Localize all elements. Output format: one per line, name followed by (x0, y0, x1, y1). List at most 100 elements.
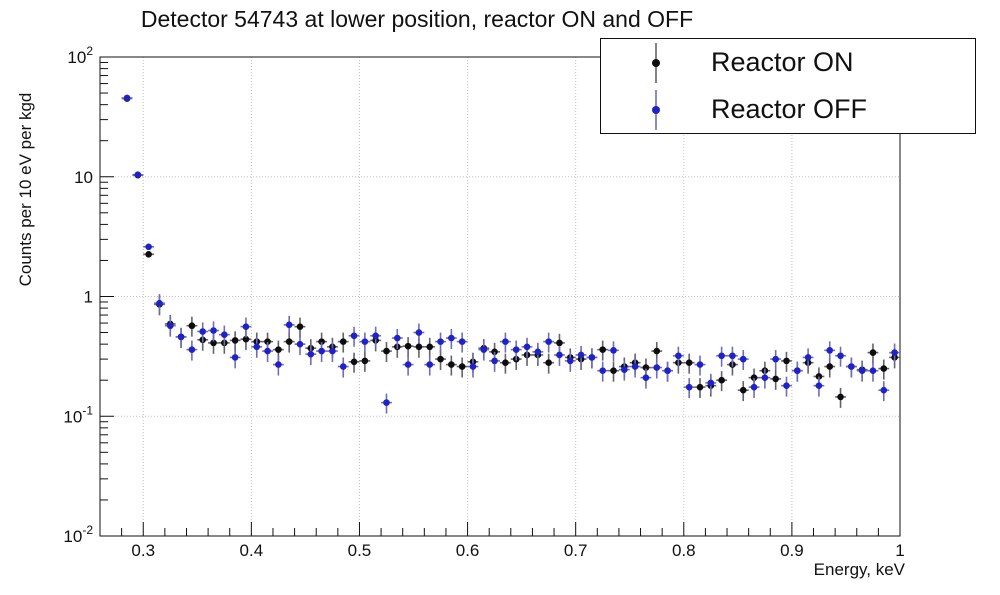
legend-label: Reactor ON (711, 47, 854, 77)
data-point-reactor-off (880, 386, 888, 394)
data-point-reactor-off (761, 374, 769, 381)
data-point-reactor-off (729, 352, 736, 360)
data-point-reactor-off (372, 332, 379, 340)
data-point-reactor-on (339, 338, 347, 345)
data-point-reactor-off (556, 351, 563, 359)
data-point-reactor-on (383, 347, 390, 355)
x-tick-label: 0.6 (456, 541, 480, 560)
data-point-reactor-on (869, 349, 877, 356)
data-point-reactor-on (718, 376, 725, 384)
data-point-reactor-off (210, 327, 217, 334)
data-point-reactor-on (210, 339, 217, 347)
data-point-reactor-off (231, 354, 239, 361)
data-point-reactor-off (361, 338, 369, 345)
legend: Reactor ON Reactor OFF (600, 38, 976, 134)
data-point-reactor-off (631, 363, 639, 370)
data-point-reactor-on (696, 383, 704, 391)
data-point-reactor-off (242, 323, 250, 330)
data-point-reactor-on (837, 393, 844, 401)
data-point-reactor-on (502, 359, 509, 367)
data-point-reactor-off (469, 363, 477, 370)
data-point-reactor-off (750, 383, 758, 391)
data-point-reactor-off (858, 367, 866, 375)
data-point-reactor-off (653, 364, 661, 371)
data-point-reactor-off (404, 361, 412, 368)
y-tick-label: 10-2 (63, 523, 93, 546)
data-point-reactor-on (275, 346, 282, 353)
x-tick-label: 0.8 (672, 541, 696, 560)
data-point-reactor-off (188, 346, 196, 353)
data-point-reactor-off (577, 351, 585, 359)
data-point-reactor-on (599, 346, 607, 353)
data-point-reactor-on (231, 337, 239, 344)
y-tick-label: 10 (74, 168, 93, 187)
data-point-reactor-off (523, 343, 531, 351)
legend-entry: Reactor OFF (601, 87, 975, 133)
data-point-reactor-on (826, 363, 834, 370)
data-point-reactor-off (480, 346, 488, 353)
data-point-reactor-off (253, 343, 261, 351)
data-point-reactor-off (512, 346, 520, 353)
data-point-reactor-on (285, 338, 293, 345)
data-point-reactor-on (318, 338, 325, 345)
data-point-reactor-off (221, 331, 228, 338)
data-point-reactor-off (739, 355, 747, 363)
legend-entry: Reactor ON (601, 40, 975, 86)
data-point-reactor-off (534, 348, 542, 356)
data-point-reactor-off (664, 367, 671, 375)
data-point-reactor-on (242, 335, 250, 343)
data-point-reactor-on (361, 357, 369, 365)
data-point-reactor-off (588, 354, 596, 361)
data-point-reactor-off (383, 399, 390, 406)
x-tick-label: 0.5 (348, 541, 372, 560)
data-point-reactor-on (653, 347, 661, 355)
data-point-reactor-off (685, 383, 693, 391)
data-point-reactor-off (329, 347, 336, 355)
data-point-reactor-off (307, 350, 315, 358)
data-point-reactor-off (545, 338, 552, 345)
chart-title: Detector 54743 at lower position, reacto… (140, 6, 694, 32)
x-tick-label: 0.4 (240, 541, 264, 560)
data-point-reactor-on (545, 359, 552, 367)
data-point-reactor-off (350, 332, 358, 340)
data-point-reactor-off (448, 334, 455, 342)
y-tick-label: 1 (84, 288, 93, 307)
x-tick-label: 1 (895, 541, 904, 560)
data-point-reactor-off (437, 338, 444, 345)
data-point-reactor-on (350, 358, 358, 366)
data-point-reactor-off (264, 347, 271, 355)
x-tick-label: 0.9 (780, 541, 804, 560)
data-point-reactor-on (556, 339, 563, 347)
data-point-reactor-off (134, 171, 142, 179)
y-tick-label: 102 (67, 44, 93, 67)
data-point-reactor-off (166, 322, 174, 330)
data-point-reactor-off (804, 354, 812, 361)
data-point-reactor-off (177, 333, 185, 341)
legend-marker-icon (601, 41, 711, 85)
data-point-reactor-off (123, 94, 131, 102)
data-point-reactor-off (275, 361, 282, 368)
legend-marker-icon (601, 88, 711, 132)
data-point-reactor-off (285, 321, 293, 329)
data-point-reactor-on (783, 357, 790, 365)
data-point-reactor-off (426, 361, 434, 368)
data-point-reactor-on (815, 373, 823, 380)
data-point-reactor-off (566, 357, 574, 365)
data-point-reactor-off (891, 349, 898, 356)
data-point-reactor-off (599, 367, 607, 375)
data-point-reactor-on (750, 374, 758, 381)
data-point-reactor-off (610, 347, 617, 354)
data-point-reactor-on (145, 251, 152, 258)
data-point-reactor-off (199, 328, 207, 335)
data-point-reactor-on (739, 386, 747, 394)
legend-label: Reactor OFF (711, 94, 868, 124)
data-point-reactor-off (783, 382, 790, 389)
data-point-reactor-off (869, 367, 877, 375)
data-point-reactor-off (415, 329, 423, 336)
data-point-reactor-off (458, 338, 466, 345)
x-tick-label: 0.7 (564, 541, 588, 560)
data-point-reactor-on (404, 342, 412, 350)
data-point-reactor-off (642, 374, 650, 381)
data-point-reactor-off (318, 347, 325, 355)
data-point-reactor-off (793, 367, 801, 375)
